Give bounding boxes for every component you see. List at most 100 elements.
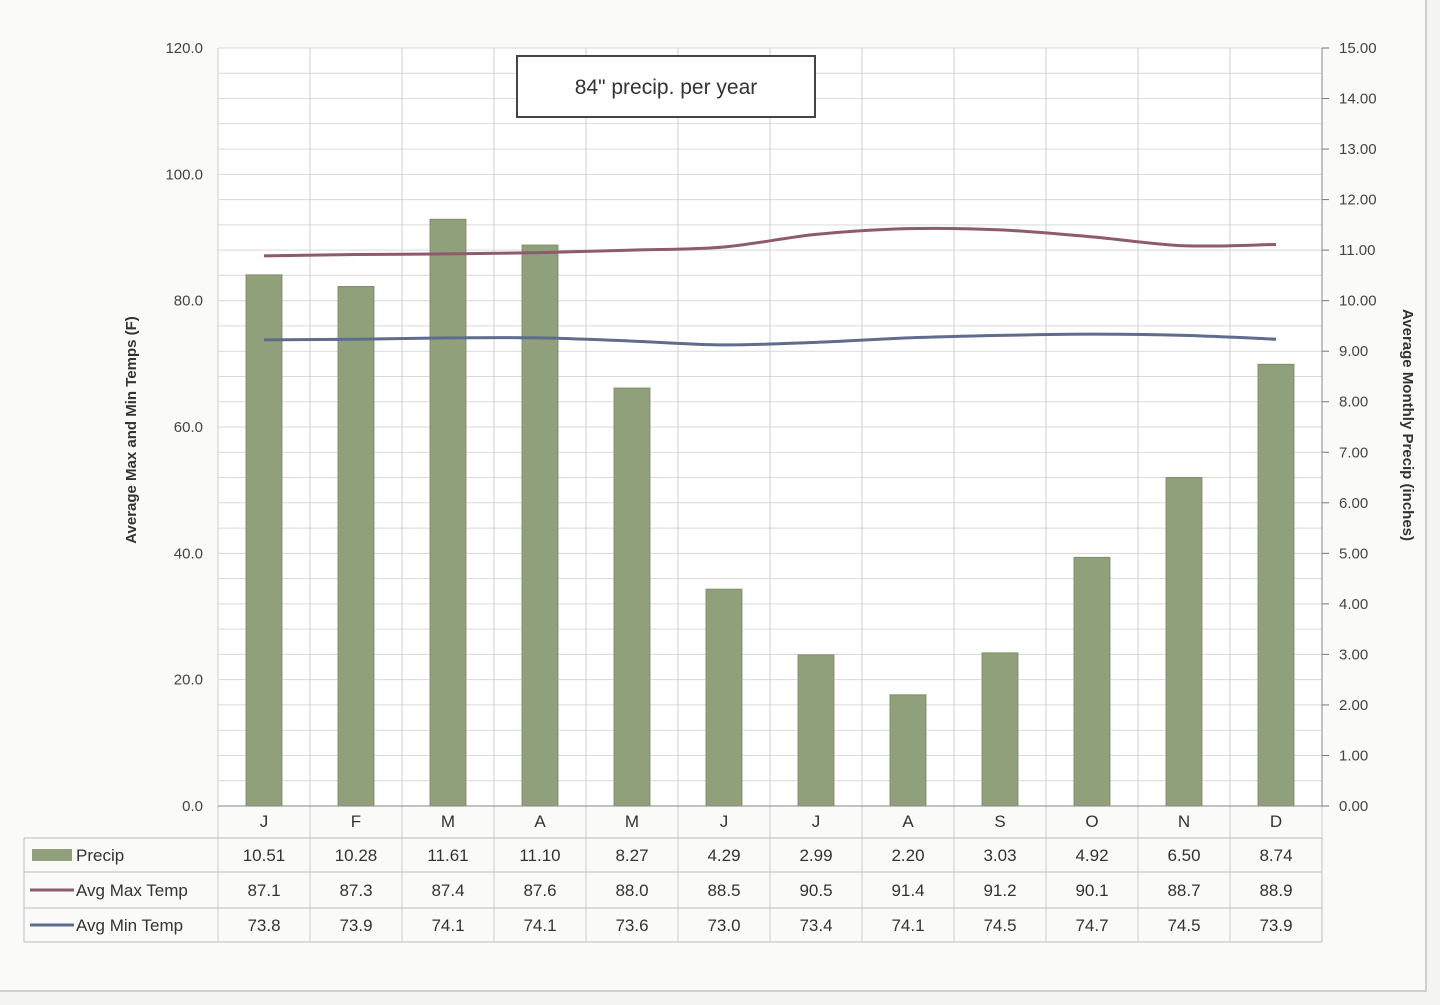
right-tick-label: 14.00: [1339, 91, 1377, 108]
right-tick-label: 13.00: [1339, 141, 1377, 158]
precip-bar: [1257, 363, 1295, 807]
table-cell-value: 74.1: [431, 916, 464, 935]
table-cell-value: 4.92: [1075, 846, 1108, 865]
right-tick-label: 10.00: [1339, 293, 1377, 310]
table-cell-value: 74.5: [1167, 916, 1200, 935]
right-tick-label: 1.00: [1339, 747, 1368, 764]
precip-bar: [337, 286, 375, 807]
table-cell-value: 91.4: [891, 881, 924, 900]
annotation-box: [516, 55, 816, 118]
table-cell-value: 73.6: [615, 916, 648, 935]
table-cell-value: 74.7: [1075, 916, 1108, 935]
table-cell-value: 11.10: [519, 846, 560, 865]
x-category-label: M: [625, 812, 639, 831]
left-tick-label: 120.0: [165, 40, 203, 57]
annotation-text: 84" precip. per year: [575, 76, 758, 99]
table-cell-value: 10.28: [335, 846, 378, 865]
left-tick-label: 20.0: [174, 672, 203, 689]
legend-label: Precip: [76, 846, 124, 865]
table-cell-value: 73.9: [339, 916, 372, 935]
table-cell-value: 88.5: [707, 881, 740, 900]
x-category-label: J: [812, 812, 821, 831]
legend-label: Avg Max Temp: [76, 881, 188, 900]
table-cell-value: 73.4: [799, 916, 832, 935]
table-cell-value: 90.1: [1075, 881, 1108, 900]
right-tick-label: 5.00: [1339, 545, 1368, 562]
left-tick-label: 60.0: [174, 419, 203, 436]
x-category-label: M: [441, 812, 455, 831]
right-tick-label: 4.00: [1339, 596, 1368, 613]
table-cell-value: 87.1: [247, 881, 280, 900]
precip-bar: [245, 274, 283, 807]
table-cell-value: 2.99: [799, 846, 832, 865]
table-cell-value: 87.4: [431, 881, 464, 900]
precip-bar: [705, 588, 743, 807]
table-cell-value: 8.74: [1259, 846, 1292, 865]
precip-bar: [521, 244, 559, 807]
right-tick-label: 9.00: [1339, 343, 1368, 360]
precip-bar: [889, 694, 927, 807]
right-tick-label: 6.00: [1339, 495, 1368, 512]
right-tick-label: 12.00: [1339, 192, 1377, 209]
table-cell-value: 4.29: [707, 846, 740, 865]
table-cell-value: 6.50: [1167, 846, 1200, 865]
precip-bar: [797, 654, 835, 807]
x-category-label: A: [534, 812, 546, 831]
legend-label: Avg Min Temp: [76, 916, 183, 935]
table-cell-value: 74.5: [983, 916, 1016, 935]
x-category-label: O: [1085, 812, 1098, 831]
temp-lines: [263, 226, 1277, 347]
left-tick-label: 100.0: [165, 166, 203, 183]
avg-max-temp-line: [263, 226, 1277, 258]
left-axis-title: Average Max and Min Temps (F): [123, 316, 140, 544]
precip-bar: [613, 387, 651, 807]
x-category-label: F: [351, 812, 361, 831]
grid-lines: [217, 47, 1323, 942]
table-cell-value: 2.20: [891, 846, 924, 865]
right-tick-label: 3.00: [1339, 646, 1368, 663]
data-table: J F M A M J J A S O N D Precip 10.51 10.28 11.61 11.10 8.…: [23, 812, 1323, 943]
table-cell-value: 73.8: [247, 916, 280, 935]
right-axis-title: Average Monthly Precip (inches): [1399, 309, 1416, 541]
table-cell-value: 3.03: [983, 846, 1016, 865]
table-cell-value: 11.61: [427, 846, 468, 865]
right-tick-label: 8.00: [1339, 394, 1368, 411]
table-cell-value: 74.1: [891, 916, 924, 935]
table-cell-value: 73.9: [1259, 916, 1292, 935]
table-cell-value: 87.3: [339, 881, 372, 900]
left-tick-label: 80.0: [174, 293, 203, 310]
precip-bar: [1165, 477, 1203, 807]
precip-bar: [429, 218, 467, 807]
table-cell-value: 91.2: [983, 881, 1016, 900]
x-category-label: S: [994, 812, 1005, 831]
x-category-label: D: [1270, 812, 1282, 831]
avg-min-temp-line: [263, 332, 1277, 347]
left-tick-label: 0.0: [182, 798, 203, 815]
legend-key-precip: [32, 849, 72, 861]
table-cell-value: 88.7: [1167, 881, 1200, 900]
right-tick-label: 15.00: [1339, 40, 1377, 57]
table-cell-value: 87.6: [523, 881, 556, 900]
table-cell-value: 73.0: [707, 916, 740, 935]
table-cell-value: 88.0: [615, 881, 648, 900]
axes: 0.0 20.0 40.0 60.0 80.0 100.0 120.0 0.00 1.00 2.0…: [165, 40, 1376, 815]
right-tick-label: 2.00: [1339, 697, 1368, 714]
right-tick-label: 0.00: [1339, 798, 1368, 815]
x-category-label: J: [260, 812, 269, 831]
table-cell-value: 88.9: [1259, 881, 1292, 900]
x-category-label: N: [1178, 812, 1190, 831]
table-cell-value: 74.1: [523, 916, 556, 935]
x-category-label: J: [720, 812, 729, 831]
precip-bar: [981, 652, 1019, 807]
table-cell-value: 90.5: [799, 881, 832, 900]
x-category-label: A: [902, 812, 914, 831]
left-tick-label: 40.0: [174, 545, 203, 562]
right-tick-label: 7.00: [1339, 444, 1368, 461]
precip-bars: [245, 218, 1295, 807]
table-cell-value: 8.27: [615, 846, 648, 865]
table-cell-value: 10.51: [243, 846, 286, 865]
precip-bar: [1073, 556, 1111, 807]
right-tick-label: 11.00: [1339, 242, 1375, 259]
